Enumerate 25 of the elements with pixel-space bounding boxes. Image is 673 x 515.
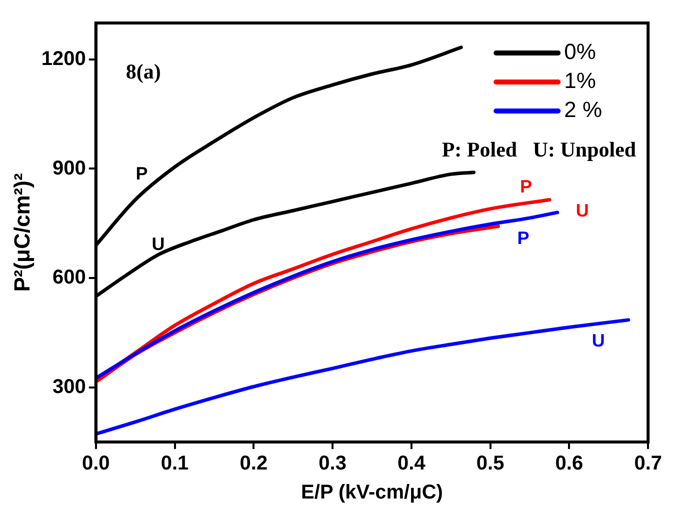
x-tick-label: 0.4: [398, 452, 426, 475]
x-tick-label: 0.2: [240, 452, 268, 475]
annotation: P: [517, 228, 530, 248]
y-tick-label: 600: [52, 266, 86, 289]
annotation: U: [592, 330, 605, 350]
annotation: 8(a): [126, 59, 161, 84]
annotation: U: [152, 234, 165, 254]
annotation: P: [520, 176, 532, 197]
x-tick-label: 0.0: [82, 452, 110, 475]
x-axis-title: E/P (kV-cm/μC): [301, 482, 443, 504]
legend-label: 2 %: [564, 97, 602, 122]
annotation: U: [576, 200, 589, 221]
x-tick-label: 0.5: [476, 452, 504, 475]
y-axis-title: P²(μC/cm²)²: [9, 173, 34, 292]
x-tick-label: 0.3: [318, 452, 346, 475]
x-tick-label: 0.1: [160, 452, 189, 475]
legend-label: 0%: [564, 39, 596, 64]
y-tick-label: 900: [52, 157, 86, 180]
y-tick-label: 300: [52, 376, 86, 398]
x-tick-label: 0.6: [555, 452, 584, 475]
legend-label: 1%: [564, 68, 596, 94]
y-tick-label: 1200: [41, 48, 86, 70]
x-tick-label: 0.7: [634, 452, 662, 475]
annotation: P: Poled U: Unpoled: [442, 137, 636, 162]
annotation: P: [136, 164, 148, 184]
